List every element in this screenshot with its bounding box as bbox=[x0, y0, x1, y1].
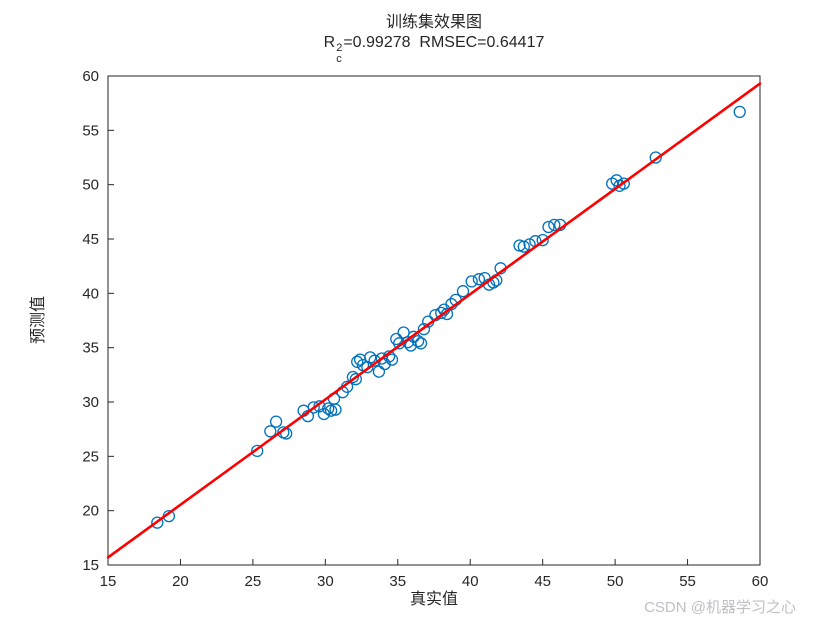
data-point bbox=[151, 516, 164, 529]
x-tick-label: 60 bbox=[752, 573, 769, 590]
x-axis-label: 真实值 bbox=[409, 591, 458, 608]
x-tick-label: 45 bbox=[534, 573, 551, 590]
y-tick-label: 50 bbox=[82, 177, 99, 194]
y-axis-label: 预测值 bbox=[30, 295, 47, 345]
data-point bbox=[322, 402, 335, 415]
y-tick-label: 40 bbox=[82, 285, 99, 302]
y-tick-label: 60 bbox=[82, 68, 99, 85]
data-point bbox=[548, 218, 561, 232]
data-point bbox=[649, 151, 662, 164]
data-point bbox=[414, 337, 428, 350]
metrics-text: =0.99278 RMSEC=0.64417 bbox=[343, 34, 545, 51]
data-point bbox=[542, 220, 555, 234]
x-tick-label: 20 bbox=[172, 573, 189, 590]
data-point bbox=[465, 275, 478, 288]
x-tick-label: 15 bbox=[100, 573, 117, 590]
data-point bbox=[264, 425, 277, 438]
x-tick-label: 50 bbox=[607, 573, 624, 590]
data-point bbox=[472, 273, 486, 286]
y-tick-label: 25 bbox=[82, 448, 99, 465]
x-tick-label: 55 bbox=[679, 573, 696, 590]
r2-superscript: 2 bbox=[336, 42, 343, 54]
data-point bbox=[411, 334, 425, 348]
data-point bbox=[513, 239, 526, 252]
data-point bbox=[329, 403, 342, 416]
r2-subscript: c bbox=[336, 53, 342, 65]
data-point bbox=[307, 401, 320, 414]
x-tick-label: 30 bbox=[317, 573, 334, 590]
data-point bbox=[407, 330, 420, 343]
fit-line bbox=[106, 82, 762, 559]
y-tick-label: 30 bbox=[82, 394, 99, 411]
data-point bbox=[617, 177, 630, 190]
r2-symbol: R bbox=[323, 34, 336, 51]
data-point bbox=[435, 306, 448, 320]
data-point bbox=[417, 323, 431, 336]
y-tick-label: 35 bbox=[82, 340, 99, 357]
data-point bbox=[536, 233, 549, 247]
chart-subtitle: R 2 c =0.99278 RMSEC=0.64417 bbox=[108, 34, 760, 65]
data-point bbox=[349, 373, 362, 386]
data-point bbox=[385, 353, 399, 366]
x-tick-label: 25 bbox=[245, 573, 262, 590]
data-point bbox=[372, 365, 386, 378]
watermark: CSDN @机器学习之心 bbox=[644, 599, 796, 616]
data-point bbox=[269, 415, 283, 428]
chart-title: 训练集效果图 bbox=[385, 14, 482, 31]
x-tick-label: 40 bbox=[462, 573, 479, 590]
y-tick-label: 45 bbox=[82, 231, 99, 248]
data-point bbox=[517, 240, 530, 253]
y-tick-label: 15 bbox=[82, 557, 99, 574]
y-tick-label: 55 bbox=[82, 122, 99, 139]
data-point bbox=[456, 285, 470, 298]
y-tick-label: 20 bbox=[82, 503, 99, 520]
data-point bbox=[324, 404, 338, 417]
data-point bbox=[251, 444, 264, 458]
data-point bbox=[351, 355, 364, 368]
data-point bbox=[733, 105, 746, 119]
x-tick-label: 35 bbox=[389, 573, 406, 590]
axes-box bbox=[107, 75, 761, 566]
